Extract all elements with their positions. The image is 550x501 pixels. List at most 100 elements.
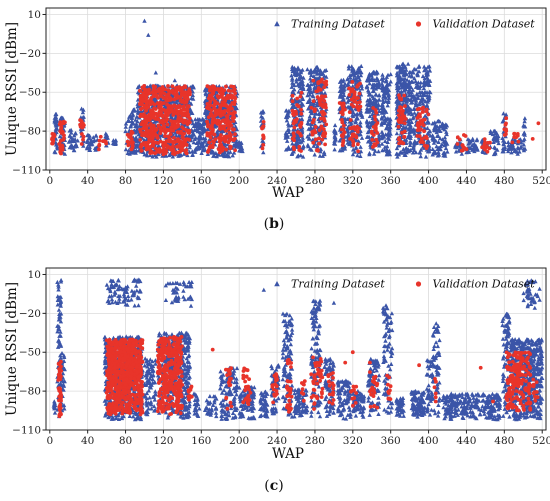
validation-point	[397, 108, 401, 113]
training-point	[306, 136, 312, 141]
training-point	[226, 150, 231, 155]
training-point	[301, 86, 306, 91]
validation-point	[181, 118, 186, 123]
training-point	[317, 131, 323, 136]
validation-point	[422, 117, 427, 122]
validation-point	[260, 126, 264, 130]
training-point	[315, 143, 320, 148]
validation-point	[482, 137, 487, 142]
validation-point	[462, 133, 466, 137]
training-point	[286, 146, 291, 151]
validation-point	[138, 138, 143, 142]
validation-point	[215, 101, 220, 106]
validation-point	[78, 118, 82, 122]
training-point	[346, 66, 351, 71]
training-point	[129, 110, 135, 115]
training-point	[312, 152, 317, 157]
validation-point	[341, 102, 346, 106]
training-point	[317, 74, 322, 79]
training-point	[295, 138, 300, 143]
training-point	[358, 70, 364, 75]
validation-point	[139, 122, 144, 127]
training-point	[295, 70, 300, 75]
training-point	[75, 138, 80, 143]
training-point	[332, 133, 337, 138]
validation-point	[354, 135, 359, 140]
training-point	[69, 130, 74, 135]
validation-point	[402, 93, 407, 98]
validation-point	[315, 148, 320, 152]
training-point	[59, 115, 64, 120]
validation-point	[536, 121, 541, 126]
training-point	[201, 148, 206, 153]
validation-point	[145, 101, 149, 106]
validation-point	[298, 125, 303, 129]
validation-point	[397, 93, 401, 98]
validation-point	[218, 150, 222, 155]
training-point	[306, 126, 311, 131]
validation-point	[206, 122, 210, 127]
validation-point	[420, 121, 425, 126]
validation-point	[464, 147, 469, 152]
training-point	[290, 81, 296, 86]
training-point	[418, 154, 423, 159]
training-point	[314, 103, 319, 108]
training-point	[342, 146, 348, 151]
validation-point	[172, 136, 176, 140]
training-point	[135, 85, 141, 90]
training-point	[199, 150, 204, 155]
legend-training-marker	[274, 21, 280, 27]
validation-point	[512, 135, 517, 140]
validation-point	[187, 137, 192, 142]
validation-point	[155, 148, 160, 153]
training-point	[258, 110, 264, 115]
validation-point	[417, 112, 422, 117]
x-axis-label: WAP	[272, 185, 304, 201]
training-point	[341, 88, 347, 93]
validation-point	[228, 106, 233, 111]
training-point	[297, 74, 302, 79]
training-point	[360, 114, 365, 119]
x-tick-label: 200	[229, 175, 249, 187]
validation-point	[164, 94, 169, 99]
validation-point	[60, 143, 64, 148]
data-marks	[51, 277, 545, 422]
training-point	[156, 152, 161, 157]
validation-point	[232, 102, 237, 107]
training-point	[295, 136, 301, 141]
validation-point	[504, 127, 508, 132]
validation-point	[352, 91, 357, 96]
validation-point	[510, 140, 515, 145]
validation-point	[373, 125, 378, 130]
validation-point	[352, 95, 356, 100]
training-point	[300, 138, 305, 143]
training-point	[332, 147, 337, 152]
validation-point	[295, 117, 299, 121]
training-point	[112, 140, 117, 145]
training-point	[135, 142, 140, 147]
training-point	[354, 69, 359, 74]
validation-point	[299, 111, 304, 116]
validation-point	[161, 120, 166, 124]
training-point	[129, 118, 135, 123]
training-point	[284, 114, 289, 119]
validation-point	[217, 143, 222, 148]
validation-point	[166, 88, 171, 92]
validation-point	[223, 99, 228, 103]
validation-point	[212, 132, 217, 137]
validation-point	[372, 142, 377, 147]
validation-point	[174, 104, 179, 109]
training-point	[199, 140, 204, 145]
training-point	[195, 122, 200, 127]
training-point	[355, 153, 360, 158]
x-tick-label: 280	[305, 175, 325, 187]
validation-point	[218, 114, 223, 118]
training-point	[286, 127, 292, 132]
validation-point	[397, 136, 402, 140]
validation-point	[161, 96, 166, 100]
validation-point	[208, 99, 213, 104]
x-tick-label: 120	[153, 175, 173, 187]
training-point	[176, 132, 182, 137]
training-point	[203, 92, 208, 97]
